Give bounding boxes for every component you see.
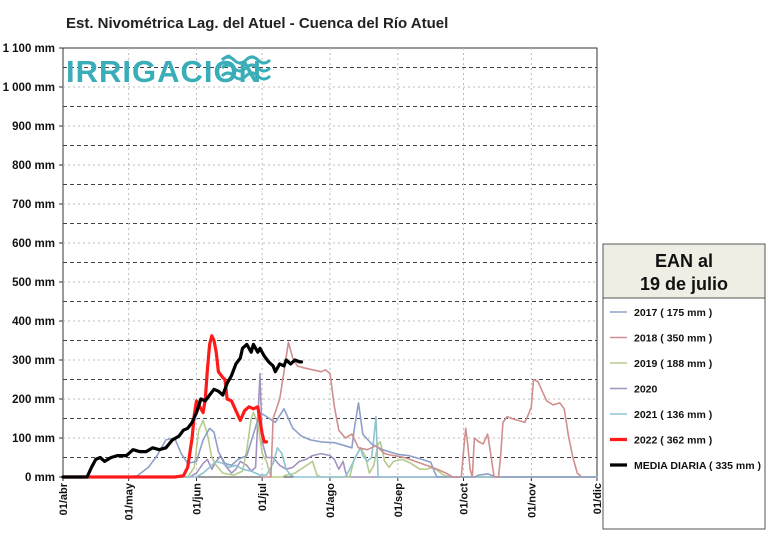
y-tick-label: 0 mm <box>25 472 55 484</box>
grid <box>62 47 598 478</box>
y-tick-label: 200 mm <box>12 394 55 406</box>
x-tick-label: 01/nov <box>526 482 538 518</box>
logo-wave <box>220 71 272 81</box>
legend: EAN al 19 de julio 2017 ( 175 mm ) 2018 (… <box>602 243 766 530</box>
x-tick-label: 01/sep <box>393 483 405 518</box>
x-tick-label: 01/may <box>124 482 136 520</box>
legend-label: 2021 ( 136 mm ) <box>634 409 712 421</box>
series-line-media-diaria <box>61 342 304 479</box>
legend-label: MEDIA DIARIA ( 335 mm ) <box>634 460 761 472</box>
irrigacion-logo: IRRIGACIÓN <box>66 53 272 89</box>
y-tick-label: 800 mm <box>12 160 55 172</box>
legend-label: 2018 ( 350 mm ) <box>634 333 712 345</box>
series-layer <box>61 334 598 479</box>
logo-wave <box>220 63 272 73</box>
y-tick-label: 300 mm <box>12 355 55 367</box>
x-tick-label: 01/oct <box>459 483 471 515</box>
ean-line1: EAN al <box>655 251 713 271</box>
legend-entries: 2017 ( 175 mm ) 2018 ( 350 mm ) 2019 ( 188… <box>610 307 761 472</box>
series-line-2020 <box>62 372 598 478</box>
legend-label: 2020 <box>634 384 658 396</box>
x-tick-label: 01/jul <box>257 483 269 511</box>
logo-text: IRRIGACIÓN <box>66 53 262 89</box>
ean-line2: 19 de julio <box>640 274 728 294</box>
legend-label: 2022 ( 362 mm ) <box>634 435 712 447</box>
logo-wave <box>220 55 272 65</box>
y-tick-label: 400 mm <box>12 316 55 328</box>
series-line-2022 <box>61 334 269 479</box>
series-line-2021 <box>62 415 598 478</box>
series-line-2019 <box>62 411 598 478</box>
x-tick-label: 01/abr <box>58 482 70 515</box>
x-tick-label: 01/jun <box>192 483 204 515</box>
legend-label: 2017 ( 175 mm ) <box>634 307 712 319</box>
y-tick-label: 600 mm <box>12 238 55 250</box>
legend-label: 2019 ( 188 mm ) <box>634 358 712 370</box>
series-line-2017 <box>62 402 598 478</box>
y-tick-label: 100 mm <box>12 433 55 445</box>
chart-title: Est. Nivométrica Lag. del Atuel - Cuenca… <box>66 15 448 32</box>
y-tick-label: 500 mm <box>12 277 55 289</box>
x-axis-ticks: 01/abr 01/may 01/jun 01/jul 01/ago 01/sep 01/o… <box>58 477 604 520</box>
x-tick-label: 01/dic <box>592 483 604 514</box>
y-tick-label: 1 000 mm <box>3 82 55 94</box>
series-line-2018 <box>261 341 583 478</box>
y-tick-label: 1 100 mm <box>3 43 55 55</box>
ean-box <box>602 243 766 299</box>
y-axis-ticks: 0 mm 100 mm 200 mm 300 mm 400 mm 500 mm 600 mm… <box>3 43 63 484</box>
y-tick-label: 700 mm <box>12 199 55 211</box>
y-tick-label: 900 mm <box>12 121 55 133</box>
x-tick-label: 01/ago <box>325 483 337 518</box>
